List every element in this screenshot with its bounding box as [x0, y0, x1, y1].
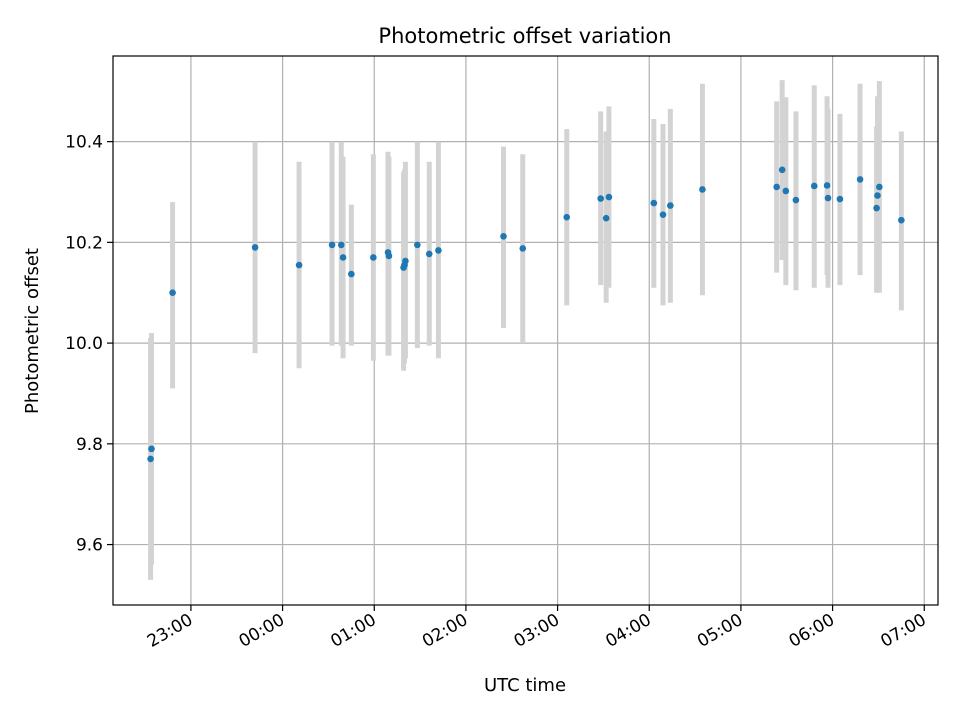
data-point: [435, 247, 442, 254]
data-point: [563, 213, 571, 221]
grid: [113, 56, 938, 605]
x-axis-label: UTC time: [484, 675, 566, 696]
data-point: [605, 193, 613, 201]
data-point: [836, 195, 844, 203]
data-point: [414, 241, 421, 249]
y-tick-label: 9.6: [76, 536, 103, 556]
chart-title: Photometric offset variation: [378, 24, 671, 48]
data-point: [873, 204, 880, 212]
data-point: [824, 194, 832, 202]
plot-area: [113, 56, 938, 605]
data-point: [667, 202, 674, 209]
data-point: [898, 216, 905, 224]
data-point: [169, 289, 176, 297]
data-point: [519, 245, 527, 252]
data-point: [370, 254, 377, 261]
data-point: [699, 186, 706, 193]
data-point: [810, 182, 818, 190]
data-point: [348, 270, 355, 278]
data-point: [425, 250, 433, 258]
data-point: [650, 199, 658, 207]
data-point: [337, 241, 345, 249]
y-tick-label: 10.0: [65, 334, 103, 354]
data-point: [295, 261, 303, 269]
data-point: [823, 182, 831, 189]
data-point: [148, 445, 155, 453]
data-point: [251, 244, 259, 251]
data-point: [147, 455, 154, 463]
data-point: [597, 195, 604, 202]
data-point: [778, 166, 786, 174]
data-point: [782, 187, 790, 195]
data-point: [773, 183, 780, 191]
data-point: [402, 257, 409, 265]
data-points: [147, 166, 905, 463]
data-point: [339, 254, 347, 261]
data-point: [602, 214, 610, 222]
y-tick-label: 9.8: [76, 435, 103, 455]
y-tick-label: 10.4: [65, 133, 103, 153]
data-point: [659, 211, 667, 218]
data-point: [500, 233, 507, 240]
y-tick-label: 10.2: [65, 233, 103, 253]
y-axis-label: Photometric offset: [22, 248, 43, 414]
data-point: [385, 252, 393, 260]
data-point: [856, 176, 864, 183]
data-point: [876, 183, 883, 191]
data-point: [792, 196, 800, 204]
plot-frame: [112, 55, 939, 606]
data-point: [874, 192, 881, 199]
data-point: [328, 241, 336, 249]
